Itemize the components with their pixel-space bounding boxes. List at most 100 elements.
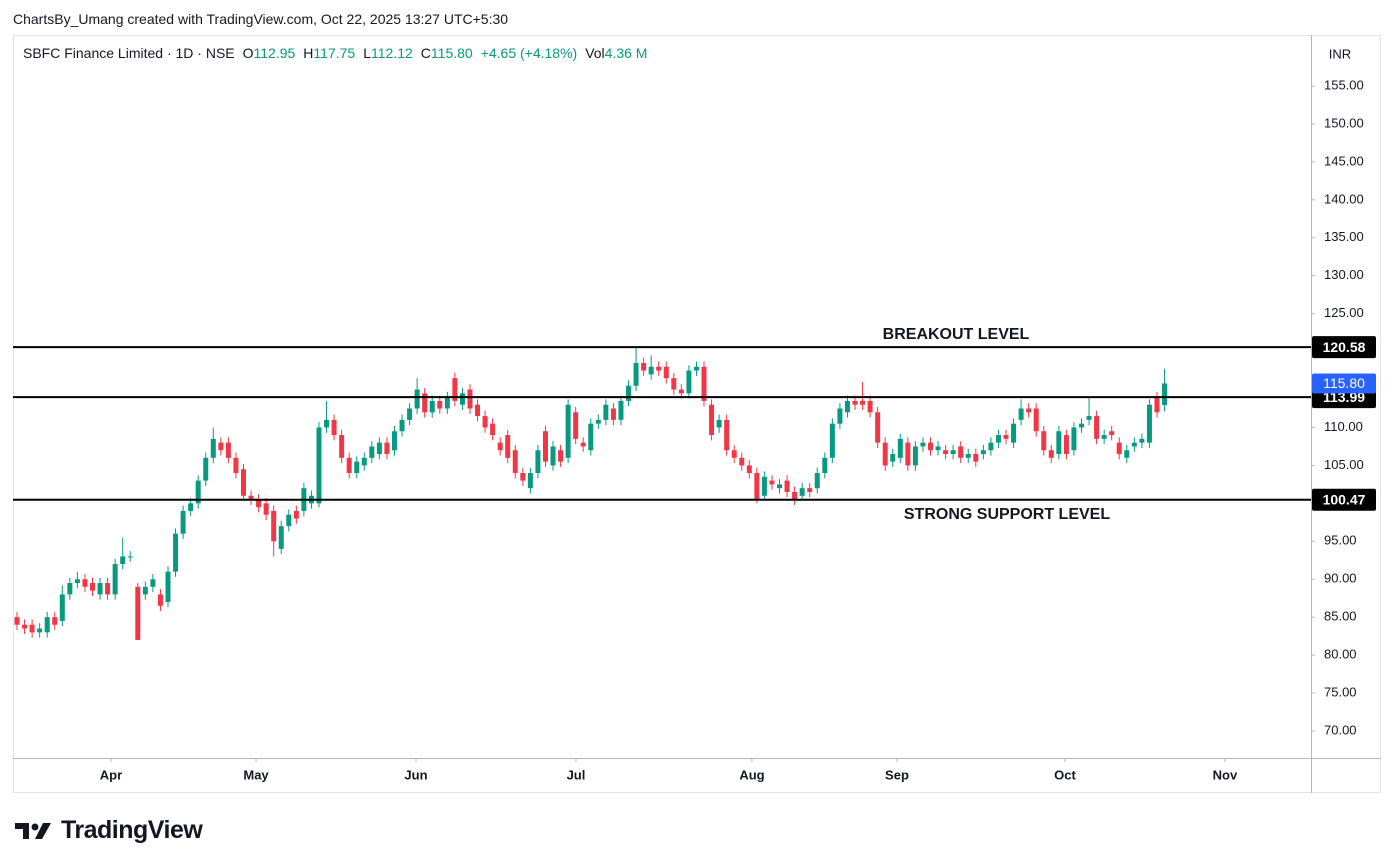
candle-body bbox=[1131, 442, 1137, 447]
candle-body bbox=[565, 404, 571, 458]
candle-body bbox=[210, 438, 216, 458]
candle-body bbox=[157, 594, 163, 606]
x-tick-label: Jun bbox=[404, 767, 427, 782]
candle-body bbox=[497, 442, 503, 451]
candle-body bbox=[286, 514, 292, 527]
currency: INR bbox=[1329, 46, 1351, 61]
candle-body bbox=[1124, 450, 1130, 458]
candle-body bbox=[897, 438, 903, 458]
candle-body bbox=[324, 419, 330, 428]
candle-body bbox=[686, 370, 692, 394]
candle-body bbox=[248, 495, 254, 500]
candle-body bbox=[384, 442, 390, 455]
candle-body bbox=[173, 533, 179, 572]
y-tick-label: 70.00 bbox=[1324, 722, 1357, 737]
candle-body bbox=[1011, 423, 1017, 443]
candle-body bbox=[739, 457, 745, 466]
candle-body bbox=[1071, 427, 1077, 451]
x-tick-label: Aug bbox=[739, 767, 764, 782]
y-tick-label: 75.00 bbox=[1324, 684, 1357, 699]
candle-body bbox=[391, 431, 397, 451]
candle-body bbox=[595, 419, 601, 424]
candle-body bbox=[1041, 431, 1047, 451]
candle-body bbox=[626, 385, 632, 401]
candle-body bbox=[1109, 431, 1115, 436]
vol-key: Vol bbox=[585, 45, 605, 61]
candle-body bbox=[580, 442, 586, 447]
candle-body bbox=[218, 442, 224, 451]
candle-body bbox=[52, 617, 58, 625]
candle-body bbox=[792, 491, 798, 500]
credit: ChartsBy_Umang created with TradingView.… bbox=[13, 11, 509, 27]
candle-body bbox=[965, 454, 971, 458]
candle-body bbox=[437, 400, 443, 409]
candle-body bbox=[731, 450, 737, 458]
candle-body bbox=[867, 400, 873, 413]
candle-body bbox=[633, 362, 639, 386]
field-key: O bbox=[242, 45, 254, 61]
candle-body bbox=[452, 378, 458, 401]
candle-body bbox=[1026, 408, 1032, 413]
candle-body bbox=[505, 435, 511, 458]
candle-body bbox=[339, 435, 345, 458]
candle-body bbox=[203, 457, 209, 481]
candle-body bbox=[928, 442, 934, 451]
last-price-box bbox=[1312, 373, 1376, 394]
candle-body bbox=[225, 442, 231, 458]
candle-body bbox=[769, 480, 775, 485]
candle-body bbox=[973, 454, 979, 462]
candle-body bbox=[558, 450, 564, 462]
candle-body bbox=[995, 435, 1001, 443]
candle-body bbox=[14, 617, 20, 625]
candle-body bbox=[761, 476, 767, 496]
candle-body bbox=[663, 366, 669, 379]
candle-body bbox=[240, 469, 246, 496]
candle-body bbox=[29, 624, 35, 633]
candle-body bbox=[746, 465, 752, 473]
x-tick-label: Jul bbox=[567, 767, 586, 782]
candle-body bbox=[1154, 397, 1160, 413]
candle-body bbox=[467, 389, 473, 409]
candle-body bbox=[105, 583, 111, 595]
candle-body bbox=[573, 412, 579, 439]
candle-body bbox=[1116, 442, 1122, 455]
candle-body bbox=[459, 393, 465, 405]
level-label-box bbox=[1312, 488, 1376, 511]
y-tick-label: 130.00 bbox=[1324, 267, 1364, 282]
candle-body bbox=[807, 488, 813, 492]
candle-body bbox=[135, 586, 141, 640]
field-key: L bbox=[363, 45, 371, 61]
candle-body bbox=[988, 442, 994, 451]
candle-body bbox=[37, 628, 43, 633]
candle-body bbox=[59, 594, 65, 621]
candle-body bbox=[120, 556, 126, 565]
candle-body bbox=[150, 579, 156, 587]
candle-body bbox=[860, 400, 866, 405]
candle-body bbox=[550, 446, 556, 466]
candle-body bbox=[278, 526, 284, 549]
candle-body bbox=[882, 442, 888, 466]
y-tick-label: 150.00 bbox=[1324, 115, 1364, 130]
candle-body bbox=[1003, 435, 1009, 439]
candle-body bbox=[74, 579, 80, 584]
level-label: 120.58 bbox=[1323, 339, 1366, 355]
candle-body bbox=[429, 400, 435, 413]
candle-body bbox=[935, 446, 941, 451]
field-key: H bbox=[303, 45, 314, 61]
candle-body bbox=[535, 450, 541, 473]
candle-body bbox=[701, 366, 707, 401]
candle-body bbox=[316, 427, 322, 504]
candle-body bbox=[188, 503, 194, 511]
candle-body bbox=[22, 624, 28, 629]
candle-body bbox=[1063, 435, 1069, 455]
symbol: SBFC Finance Limited · 1D · NSE bbox=[23, 45, 235, 61]
change: +4.65 (+4.18%) bbox=[480, 45, 578, 61]
candle-body bbox=[1078, 423, 1084, 428]
candle-body bbox=[256, 499, 262, 508]
candle-body bbox=[346, 457, 352, 473]
candle-body bbox=[837, 408, 843, 424]
y-tick-label: 95.00 bbox=[1324, 533, 1357, 548]
candle-body bbox=[814, 472, 820, 489]
y-tick-label: 105.00 bbox=[1324, 457, 1364, 472]
candle-body bbox=[943, 450, 949, 455]
